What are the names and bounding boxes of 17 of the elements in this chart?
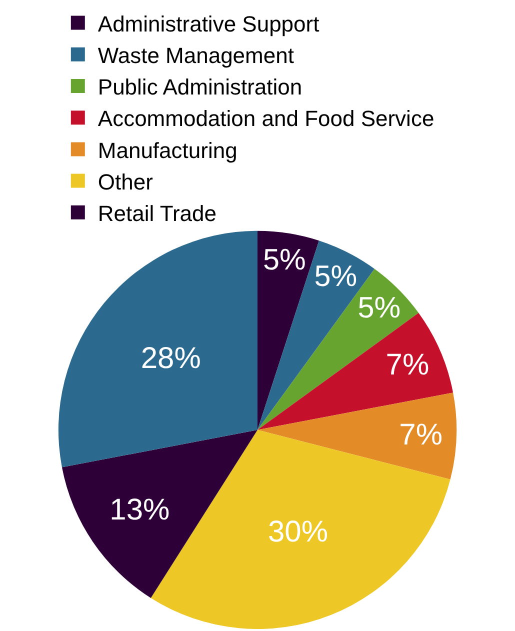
- legend-label: Accommodation and Food Service: [98, 106, 434, 132]
- legend-label: Manufacturing: [98, 138, 238, 163]
- pie-slice: [62, 430, 258, 598]
- pie-slice: [258, 392, 456, 480]
- data-label: 5%: [314, 260, 358, 293]
- data-label: 7%: [386, 348, 430, 382]
- legend-label: Other: [98, 169, 153, 194]
- data-label: 28%: [140, 342, 201, 375]
- legend-label: Administrative Support: [98, 11, 320, 36]
- data-label: 7%: [399, 418, 443, 452]
- data-label: 5%: [263, 243, 306, 276]
- data-label: 30%: [268, 516, 328, 549]
- data-label: 5%: [358, 292, 401, 325]
- legend-label: Public Administration: [98, 74, 302, 100]
- data-label: 13%: [110, 494, 170, 527]
- legend-label: Retail Trade: [98, 200, 217, 226]
- legend-label: Waste Management: [98, 42, 294, 68]
